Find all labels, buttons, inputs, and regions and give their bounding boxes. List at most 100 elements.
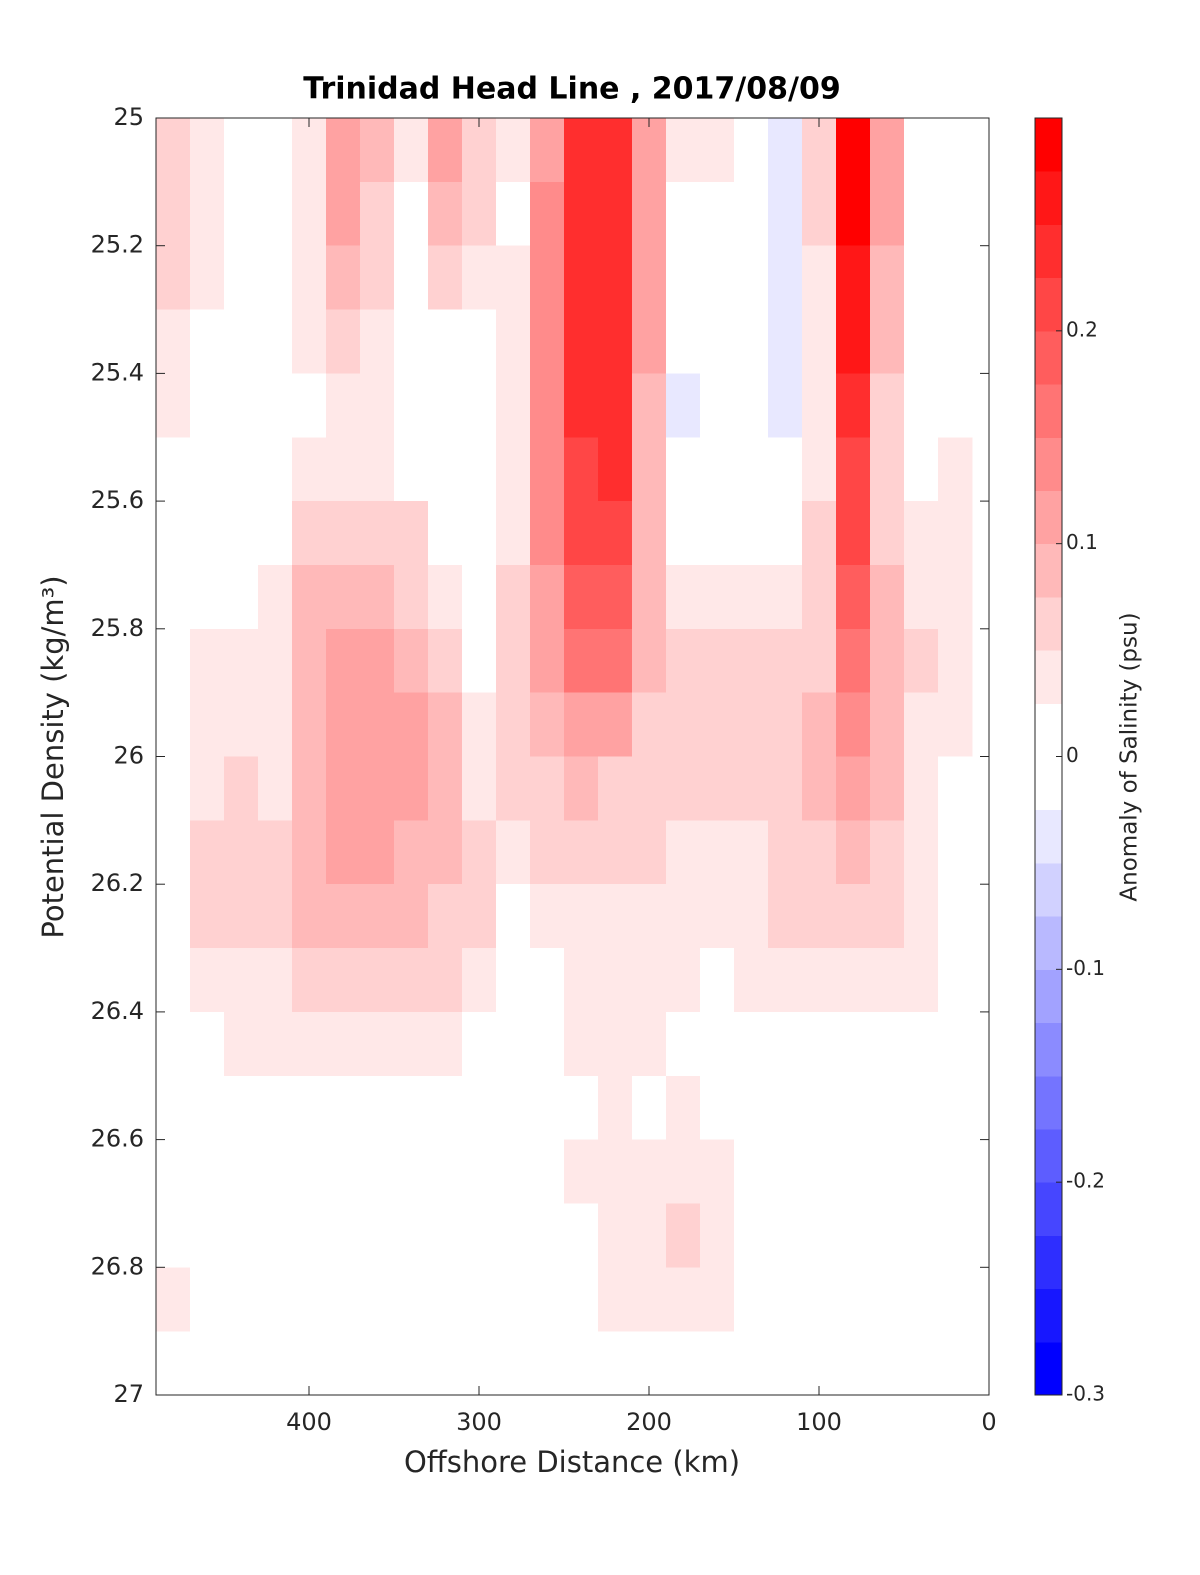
field-cell — [768, 884, 803, 949]
field-cell — [462, 373, 497, 438]
field-cell — [632, 245, 667, 311]
field-cell — [496, 948, 531, 1013]
field-cell — [870, 948, 905, 1013]
field-cell — [360, 373, 395, 438]
field-cell — [326, 245, 361, 311]
field-cell — [394, 884, 429, 949]
field-cell — [292, 309, 327, 374]
field-cell — [768, 1267, 803, 1332]
field-cell — [938, 501, 973, 566]
field-cell — [258, 1011, 293, 1077]
field-cell — [904, 1203, 939, 1268]
field-cell — [632, 501, 667, 566]
field-cell — [224, 1011, 259, 1077]
field-cell — [734, 1075, 769, 1141]
field-cell — [224, 245, 259, 311]
field-cell — [360, 820, 395, 885]
field-cell — [632, 1267, 667, 1332]
field-cell — [530, 564, 565, 630]
field-cell — [836, 501, 871, 566]
field-cell — [598, 820, 633, 885]
field-cell — [598, 948, 633, 1013]
x-tick-label: 0 — [981, 1408, 996, 1436]
field-cell — [734, 820, 769, 885]
field-cell — [870, 564, 905, 630]
field-cell — [258, 118, 293, 183]
field-cell — [564, 373, 599, 438]
field-cell — [700, 245, 735, 311]
field-cell — [564, 1075, 599, 1141]
field-cell — [326, 1203, 361, 1268]
field-cell — [734, 309, 769, 374]
field-cell — [870, 1011, 905, 1077]
field-cell — [326, 437, 361, 502]
field-cell — [462, 437, 497, 502]
field-cell — [768, 501, 803, 566]
field-cell — [190, 309, 225, 374]
field-cell — [326, 1267, 361, 1332]
field-cell — [224, 1267, 259, 1332]
field-cell — [564, 1267, 599, 1332]
field-cell — [224, 309, 259, 374]
field-cell — [938, 1075, 973, 1141]
field-cell — [632, 884, 667, 949]
field-cell — [802, 1011, 837, 1077]
field-cell — [530, 501, 565, 566]
field-cell — [496, 309, 531, 374]
field-cell — [530, 309, 565, 374]
field-cell — [496, 692, 531, 757]
field-cell — [700, 564, 735, 630]
field-cell — [394, 628, 429, 694]
field-cell — [360, 181, 395, 247]
field-cell — [836, 1203, 871, 1268]
field-cell — [224, 628, 259, 694]
field-cell — [496, 1203, 531, 1268]
field-cell — [462, 181, 497, 247]
y-tick-label: 25.8 — [91, 614, 144, 642]
field-cell — [530, 1011, 565, 1077]
field-cell — [360, 309, 395, 374]
field-cell — [496, 373, 531, 438]
field-cell — [496, 564, 531, 630]
field-cell — [870, 437, 905, 502]
field-cell — [666, 1011, 701, 1077]
field-cell — [666, 245, 701, 311]
field-cell — [938, 118, 973, 183]
field-cell — [462, 756, 497, 821]
field-cell — [462, 820, 497, 885]
field-cell — [292, 245, 327, 311]
field-cell — [768, 692, 803, 757]
field-cell — [428, 1267, 463, 1332]
field-cell — [258, 309, 293, 374]
field-cell — [768, 1203, 803, 1268]
field-cell — [870, 245, 905, 311]
field-cell — [836, 181, 871, 247]
colorbar — [1035, 117, 1062, 1396]
field-cell — [190, 501, 225, 566]
field-cell — [666, 564, 701, 630]
field-cell — [836, 884, 871, 949]
field-cell — [530, 628, 565, 694]
field-cell — [326, 884, 361, 949]
field-cell — [190, 884, 225, 949]
field-cell — [666, 373, 701, 438]
field-cell — [462, 1011, 497, 1077]
field-cell — [598, 118, 633, 183]
field-cell — [360, 628, 395, 694]
field-cell — [156, 820, 191, 885]
field-cell — [700, 948, 735, 1013]
field-cell — [666, 1139, 701, 1204]
field-cell — [632, 1203, 667, 1268]
field-cell — [632, 692, 667, 757]
field-cell — [224, 501, 259, 566]
field-cell — [258, 1203, 293, 1268]
y-tick-label: 26 — [113, 742, 144, 770]
field-cell — [802, 437, 837, 502]
field-cell — [156, 1139, 191, 1204]
field-cell — [394, 1139, 429, 1204]
field-cell — [292, 1011, 327, 1077]
field-cell — [190, 1075, 225, 1141]
field-cell — [632, 948, 667, 1013]
field-cell — [666, 884, 701, 949]
field-cell — [734, 628, 769, 694]
